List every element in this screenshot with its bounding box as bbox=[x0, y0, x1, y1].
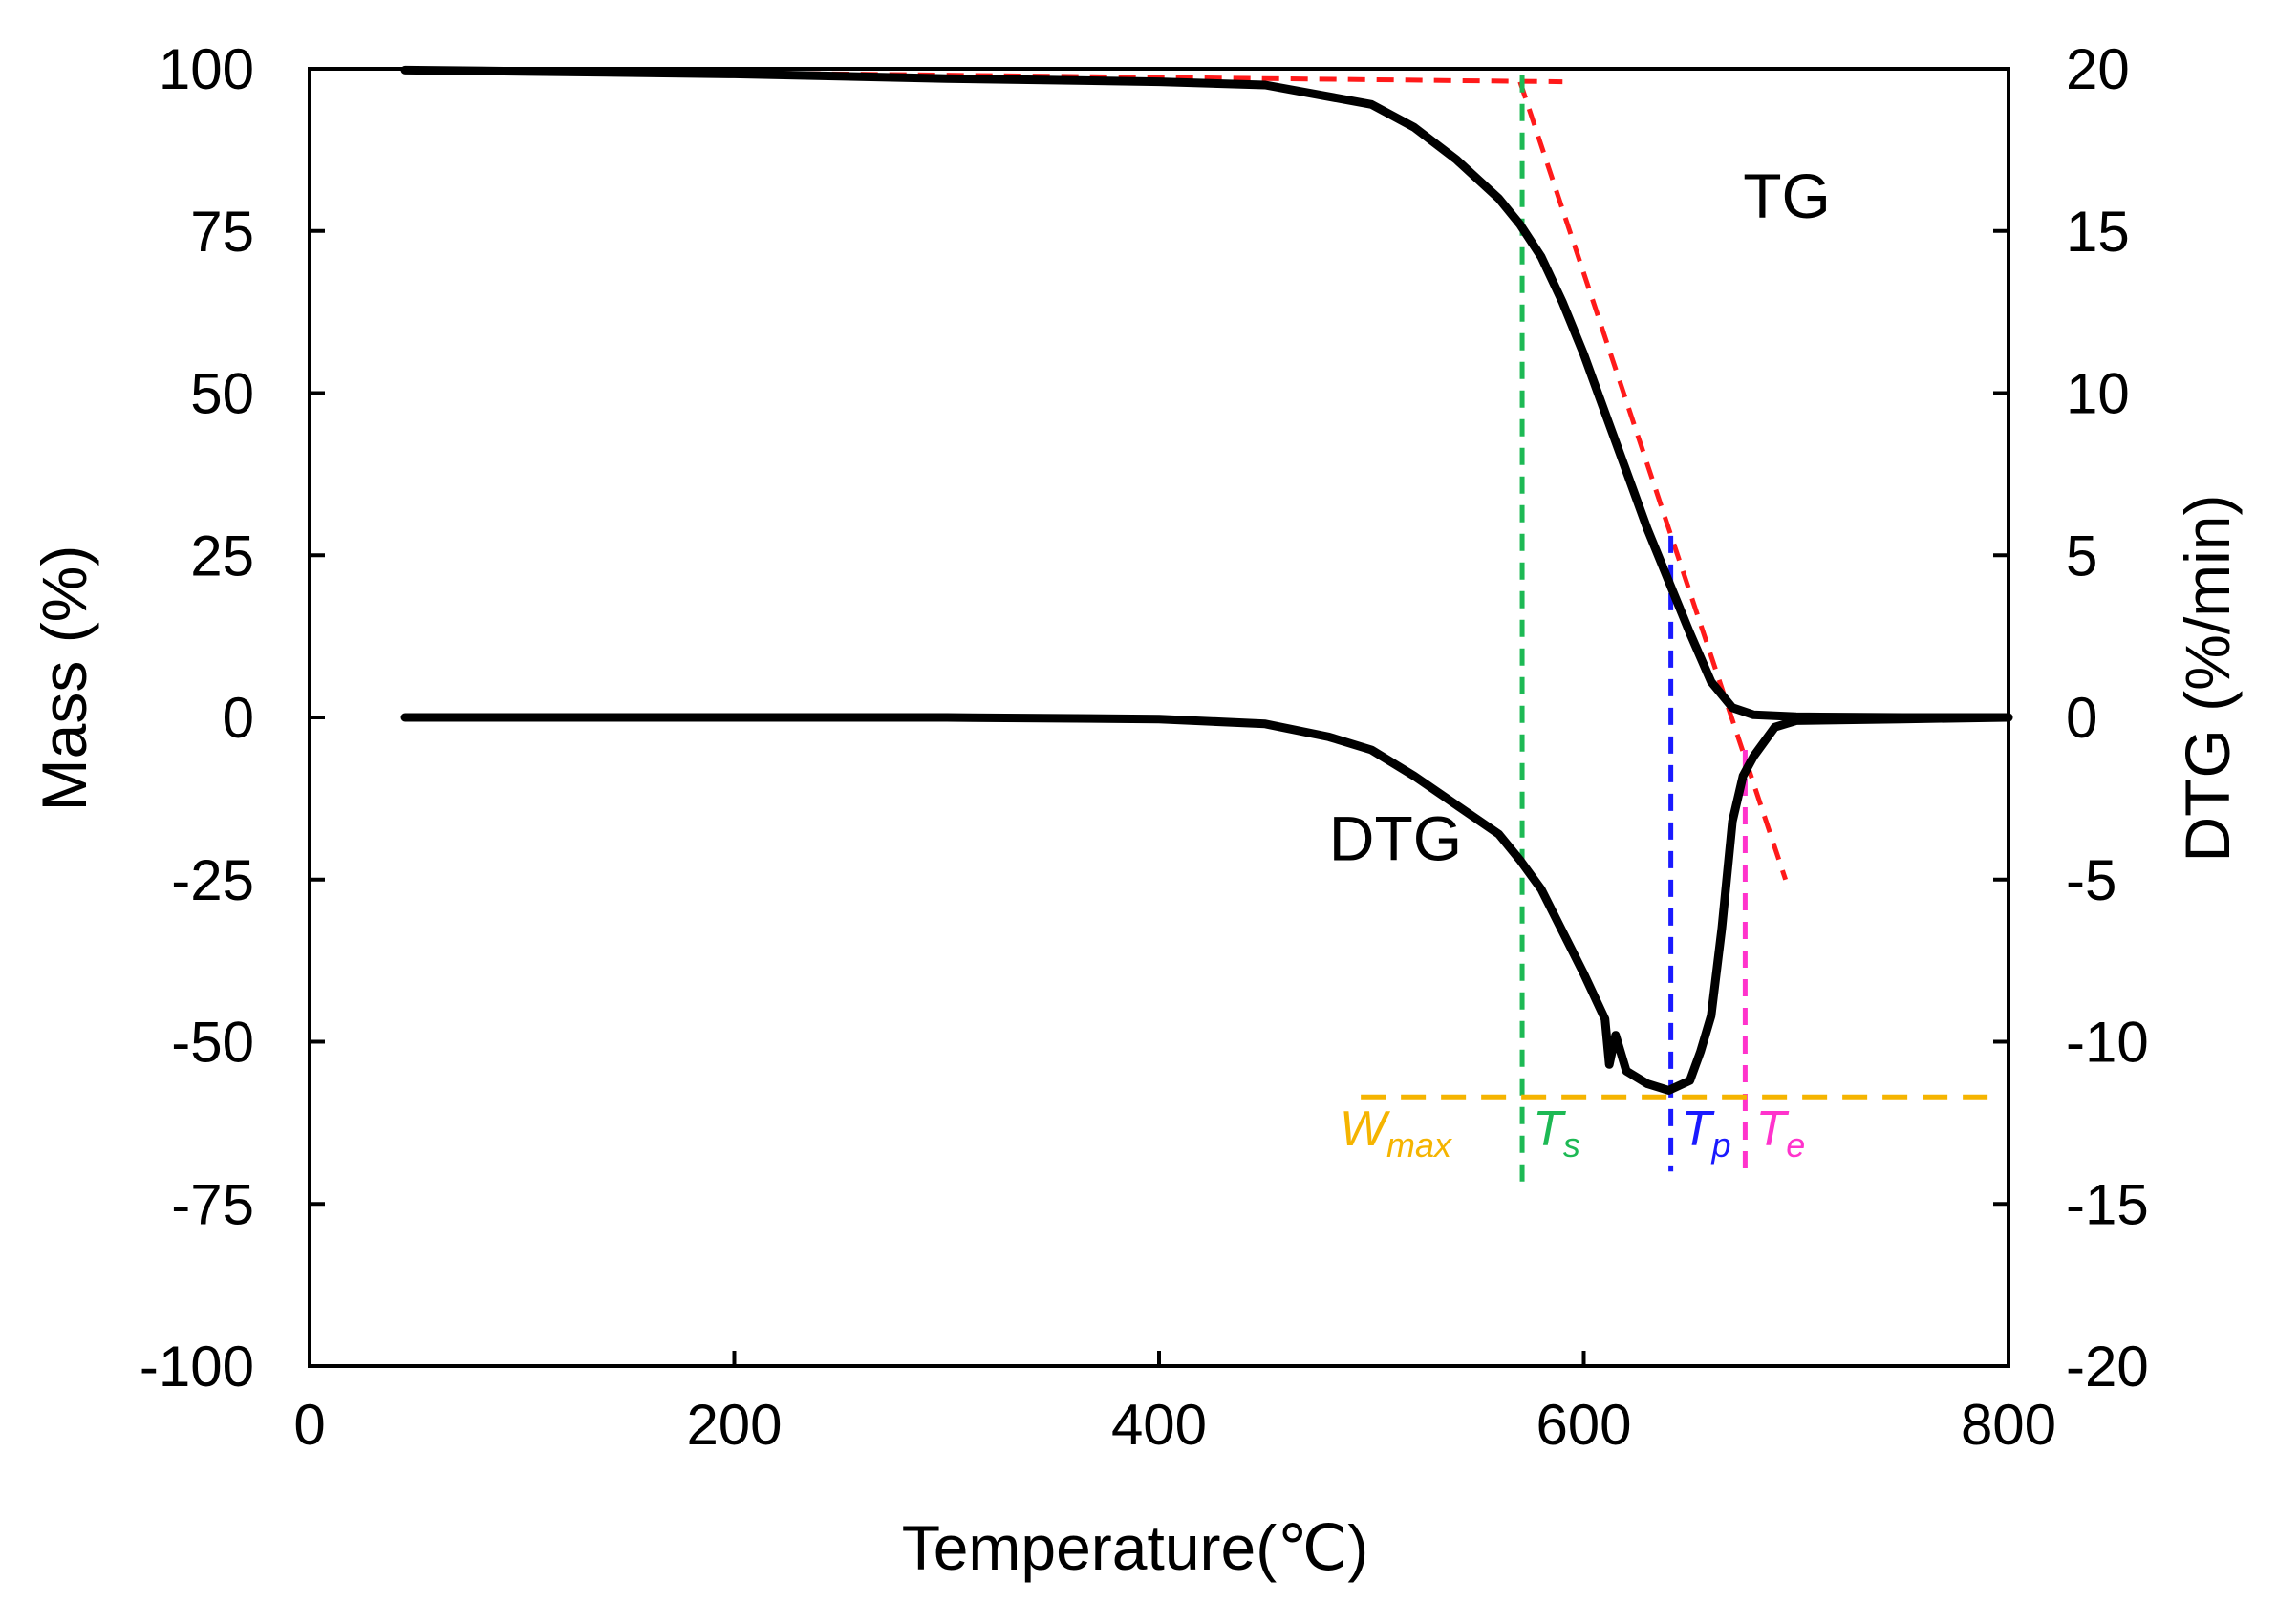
reference-line-1 bbox=[1517, 80, 1789, 881]
y-left-tick-label: 50 bbox=[190, 362, 254, 426]
y-left-tick-label: 75 bbox=[190, 200, 254, 264]
label-te: Te bbox=[1756, 1101, 1806, 1165]
y-right-tick-label: 15 bbox=[2066, 200, 2130, 264]
y-right-tick-label: -10 bbox=[2066, 1011, 2149, 1075]
y-right-axis-title: DTG (%/min) bbox=[2172, 495, 2243, 863]
y-left-tick-label: 100 bbox=[159, 37, 254, 101]
label-ts-subscript: s bbox=[1563, 1125, 1580, 1165]
x-tick-label: 200 bbox=[686, 1393, 782, 1457]
label-ts: Ts bbox=[1533, 1101, 1580, 1165]
y-right-tick-label: 5 bbox=[2066, 524, 2097, 588]
x-tick-label: 400 bbox=[1111, 1393, 1207, 1457]
y-left-tick-label: 25 bbox=[190, 524, 254, 588]
data-series bbox=[400, 65, 2013, 1095]
y-left-tick-label: -50 bbox=[171, 1011, 254, 1075]
label-dtg: DTG bbox=[1329, 802, 1462, 873]
label-tg: TG bbox=[1743, 160, 1831, 231]
reference-lines bbox=[659, 69, 1998, 1191]
x-tick-label: 600 bbox=[1536, 1393, 1631, 1457]
y-left-tick-label: 0 bbox=[223, 686, 254, 750]
y-left-tick-label: -75 bbox=[171, 1172, 254, 1236]
label-tp: Tp bbox=[1682, 1101, 1731, 1165]
label-wmax-subscript: max bbox=[1386, 1125, 1453, 1165]
y-right-tick-label: 10 bbox=[2066, 362, 2130, 426]
y-left-tick-label: -100 bbox=[140, 1335, 254, 1399]
y-left-axis-title: Mass (%) bbox=[29, 545, 99, 812]
series-line-dtg bbox=[400, 713, 2013, 1095]
label-te-subscript: e bbox=[1786, 1125, 1805, 1165]
label-tp-subscript: p bbox=[1711, 1125, 1731, 1165]
y-right-tick-label: -20 bbox=[2066, 1335, 2149, 1399]
axis-ticks: 0 200 400 600 8001007550250-25-50-75-1002015… bbox=[140, 37, 2149, 1457]
y-right-tick-label: 0 bbox=[2066, 686, 2097, 750]
y-right-tick-label: 20 bbox=[2066, 37, 2130, 101]
y-left-tick-label: -25 bbox=[171, 848, 254, 912]
x-tick-label: 0 bbox=[293, 1393, 325, 1457]
y-right-tick-label: -5 bbox=[2066, 848, 2116, 912]
annotations: TG DTG Wmax Ts Tp Te bbox=[1329, 160, 1831, 1165]
series-tg bbox=[400, 65, 2013, 722]
series-dtg bbox=[400, 713, 2013, 1095]
y-right-tick-label: -15 bbox=[2066, 1172, 2149, 1236]
label-wmax: Wmax bbox=[1340, 1101, 1453, 1165]
x-tick-label: 800 bbox=[1961, 1393, 2056, 1457]
x-axis-title: Temperature(℃) bbox=[902, 1512, 1369, 1583]
